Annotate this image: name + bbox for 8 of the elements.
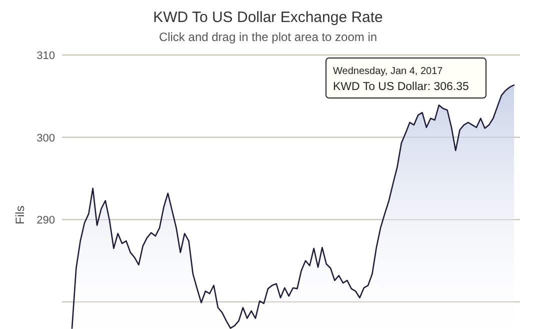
y-tick-label: 300 xyxy=(36,132,55,144)
y-axis-title: Fils xyxy=(13,206,27,224)
chart-subtitle: Click and drag in the plot area to zoom in xyxy=(158,30,378,44)
chart-title: KWD To US Dollar Exchange Rate xyxy=(153,9,383,26)
annotation: Wednesday, Jan 4, 2017 xyxy=(333,66,444,77)
annotation: KWD To US Dollar: 306.35 xyxy=(333,81,469,93)
y-tick-label: 290 xyxy=(36,214,55,227)
y-tick-label: 310 xyxy=(36,50,55,62)
